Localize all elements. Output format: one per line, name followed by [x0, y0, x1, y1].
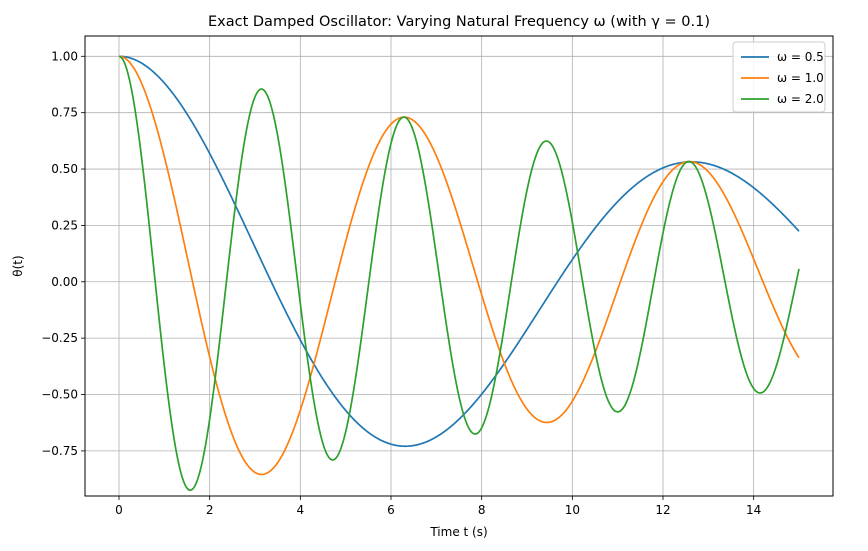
legend-label-2: ω = 1.0: [777, 71, 824, 85]
legend: ω = 0.5 ω = 1.0 ω = 2.0: [732, 41, 826, 113]
x-tick-label: 14: [746, 503, 761, 517]
x-tick-label: 4: [297, 503, 305, 517]
plot-frame: [84, 35, 834, 497]
y-tick-label: −0.50: [41, 388, 78, 402]
x-tick-label: 12: [655, 503, 670, 517]
x-axis-title: Time t (s): [429, 525, 487, 539]
chart-title: Exact Damped Oscillator: Varying Natural…: [208, 14, 710, 30]
y-tick-label: −0.25: [41, 331, 78, 345]
x-tick-label: 10: [565, 503, 580, 517]
x-tick-label: 0: [115, 503, 123, 517]
y-tick-label: 1.00: [51, 49, 78, 63]
y-tick-label: 0.25: [51, 218, 78, 232]
legend-box: [732, 41, 826, 113]
y-tick-label: 0.75: [51, 106, 78, 120]
legend-label-3: ω = 2.0: [777, 92, 824, 106]
y-axis-title: θ(t): [11, 255, 25, 276]
x-tick-label: 8: [478, 503, 486, 517]
series-line-3: [118, 55, 800, 492]
y-tick-label: 0.50: [51, 162, 78, 176]
y-tick-label: 0.00: [51, 275, 78, 289]
legend-label-1: ω = 0.5: [777, 50, 824, 64]
x-tick-label: 6: [387, 503, 395, 517]
x-tick-label: 2: [206, 503, 214, 517]
series-lines: [118, 55, 800, 492]
y-tick-label: −0.75: [41, 444, 78, 458]
axis-ticks: 0 2 4 6 8 10 12 14 −0.75 −0.50 −0.25 0.00 0.25 0.50 0.…: [41, 49, 761, 517]
